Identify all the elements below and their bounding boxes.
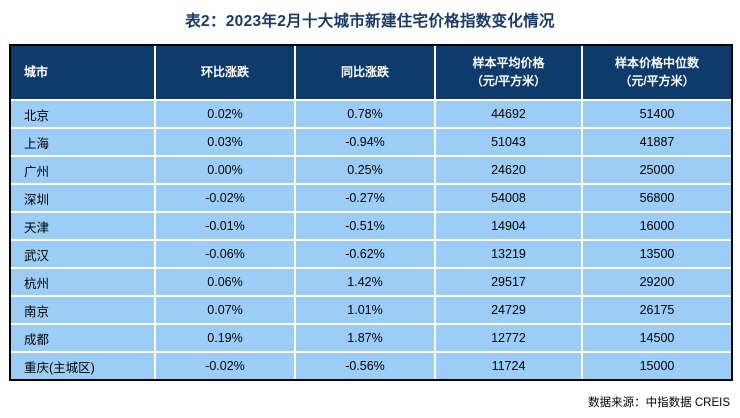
cell-mom: -0.02% <box>154 183 296 213</box>
cell-median-price: 13500 <box>581 239 731 269</box>
header-mom-label: 环比涨跌 <box>200 64 249 79</box>
cell-yoy: 1.42% <box>294 267 436 297</box>
cell-avg-price: 44692 <box>434 99 583 129</box>
cell-city: 重庆(主城区) <box>11 351 156 379</box>
table-row: 天津 -0.01% -0.51% 14904 16000 <box>11 211 731 241</box>
price-index-table: 城市 环比涨跌 同比涨跌 样本平均价格 （元/平方米） 样本价格中位数 （元/平… <box>9 44 733 381</box>
cell-yoy: 1.87% <box>294 323 436 353</box>
table-title: 表2：2023年2月十大城市新建住宅价格指数变化情况 <box>185 13 555 30</box>
cell-yoy: 1.01% <box>294 295 436 325</box>
cell-median-price: 16000 <box>581 211 731 241</box>
header-median-price-unit: （元/平方米） <box>619 73 695 88</box>
cell-avg-price: 24620 <box>434 155 583 185</box>
header-avg-price-label: 样本平均价格 <box>472 56 545 71</box>
cell-median-price: 15000 <box>581 351 731 379</box>
table-row: 杭州 0.06% 1.42% 29517 29200 <box>11 267 731 297</box>
table-row: 深圳 -0.02% -0.27% 54008 56800 <box>11 183 731 213</box>
cell-median-price: 41887 <box>581 127 731 157</box>
cell-city: 杭州 <box>11 267 156 297</box>
cell-yoy: -0.27% <box>294 183 436 213</box>
cell-yoy: 0.25% <box>294 155 436 185</box>
header-yoy-change: 同比涨跌 <box>294 46 436 101</box>
table-row: 上海 0.03% -0.94% 51043 41887 <box>11 127 731 157</box>
cell-median-price: 25000 <box>581 155 731 185</box>
cell-mom: -0.06% <box>154 239 296 269</box>
header-avg-price: 样本平均价格 （元/平方米） <box>434 46 583 101</box>
cell-mom: -0.01% <box>154 211 296 241</box>
cell-city: 成都 <box>11 323 156 353</box>
cell-mom: 0.00% <box>154 155 296 185</box>
cell-avg-price: 24729 <box>434 295 583 325</box>
cell-city: 上海 <box>11 127 156 157</box>
cell-median-price: 26175 <box>581 295 731 325</box>
cell-city: 武汉 <box>11 239 156 269</box>
cell-mom: 0.03% <box>154 127 296 157</box>
cell-city: 广州 <box>11 155 156 185</box>
header-row: 城市 环比涨跌 同比涨跌 样本平均价格 （元/平方米） 样本价格中位数 （元/平… <box>11 46 731 101</box>
cell-yoy: 0.78% <box>294 99 436 129</box>
cell-city: 深圳 <box>11 183 156 213</box>
header-yoy-label: 同比涨跌 <box>340 64 389 79</box>
cell-city: 北京 <box>11 99 156 129</box>
cell-median-price: 56800 <box>581 183 731 213</box>
cell-avg-price: 29517 <box>434 267 583 297</box>
header-avg-price-unit: （元/平方米） <box>470 73 547 88</box>
cell-median-price: 14500 <box>581 323 731 353</box>
table-row: 武汉 -0.06% -0.62% 13219 13500 <box>11 239 731 269</box>
table-row: 南京 0.07% 1.01% 24729 26175 <box>11 295 731 325</box>
cell-mom: 0.07% <box>154 295 296 325</box>
cell-yoy: -0.94% <box>294 127 436 157</box>
cell-median-price: 51400 <box>581 99 731 129</box>
cell-median-price: 29200 <box>581 267 731 297</box>
header-city-label: 城市 <box>24 64 49 79</box>
header-mom-change: 环比涨跌 <box>154 46 296 101</box>
cell-avg-price: 13219 <box>434 239 583 269</box>
table-row: 成都 0.19% 1.87% 12772 14500 <box>11 323 731 353</box>
cell-yoy: -0.51% <box>294 211 436 241</box>
header-median-price-label: 样本价格中位数 <box>614 56 699 71</box>
data-source: 数据来源：中指数据 CREIS <box>588 397 730 409</box>
cell-avg-price: 11724 <box>434 351 583 379</box>
cell-yoy: -0.62% <box>294 239 436 269</box>
cell-mom: 0.19% <box>154 323 296 353</box>
table-row: 重庆(主城区) -0.02% -0.56% 11724 15000 <box>11 351 731 379</box>
header-median-price: 样本价格中位数 （元/平方米） <box>581 46 731 101</box>
cell-yoy: -0.56% <box>294 351 436 379</box>
cell-avg-price: 54008 <box>434 183 583 213</box>
cell-avg-price: 12772 <box>434 323 583 353</box>
cell-avg-price: 14904 <box>434 211 583 241</box>
table-row: 广州 0.00% 0.25% 24620 25000 <box>11 155 731 185</box>
table-row: 北京 0.02% 0.78% 44692 51400 <box>11 99 731 129</box>
cell-avg-price: 51043 <box>434 127 583 157</box>
cell-mom: -0.02% <box>154 351 296 379</box>
cell-city: 天津 <box>11 211 156 241</box>
header-city: 城市 <box>11 46 156 101</box>
cell-mom: 0.06% <box>154 267 296 297</box>
cell-city: 南京 <box>11 295 156 325</box>
cell-mom: 0.02% <box>154 99 296 129</box>
